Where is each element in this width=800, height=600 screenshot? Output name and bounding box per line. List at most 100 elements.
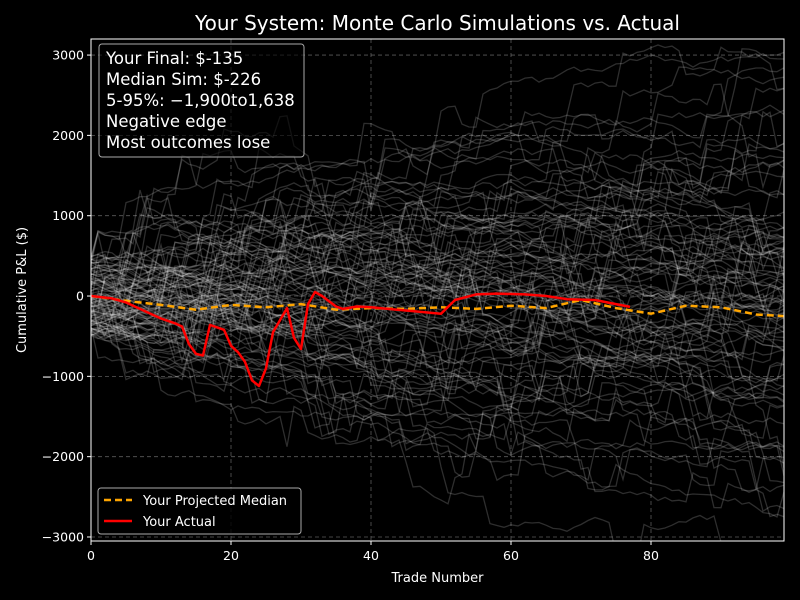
simulation-line [91,246,784,339]
simulation-line [91,256,784,469]
legend-label-median: Your Projected Median [142,494,287,509]
legend-label-actual: Your Actual [142,515,216,530]
simulation-line [91,189,784,362]
simulation-line [91,279,784,361]
simulation-line [91,258,784,487]
simulation-line [91,269,784,382]
x-tick-label: 0 [87,548,95,563]
simulation-line [91,257,784,461]
legend: Your Projected Median Your Actual [97,487,302,535]
simulation-line [91,212,784,344]
simulation-line [91,232,784,484]
simulation-line [91,87,784,292]
simulation-line [91,269,784,364]
simulation-line [91,236,784,408]
simulation-line [91,170,784,326]
simulation-line [91,292,784,374]
simulation-line [91,285,784,518]
simulation-line [91,333,784,453]
simulation-line [91,245,784,335]
simulation-line [91,206,784,332]
simulation-line [91,198,784,303]
info-line-final: Your Final: $-135 [105,49,243,68]
simulation-line [91,135,784,332]
simulation-line [91,216,784,340]
simulation-line [91,328,784,513]
actual-line [91,290,631,388]
y-tick-label: −3000 [42,529,84,544]
simulation-line [91,212,784,287]
simulation-line [91,287,784,518]
y-tick-label: 1000 [52,208,84,223]
simulation-line [91,229,784,333]
info-line-outcome: Most outcomes lose [106,133,270,152]
x-tick-label: 40 [363,548,379,563]
chart-title: Your System: Monte Carlo Simulations vs.… [194,11,680,35]
y-tick-label: −1000 [42,369,84,384]
simulation-line [91,190,784,289]
simulation-line [91,52,784,307]
simulation-line [91,240,784,342]
simulation-line [91,83,784,290]
y-tick-label: 0 [76,289,84,304]
series-lines [91,290,784,388]
simulation-line [91,246,784,381]
simulation-line [91,286,784,404]
simulation-line [91,206,784,341]
y-tick-label: 3000 [52,48,84,63]
simulation-line [91,294,784,403]
simulation-line [91,211,784,315]
simulation-line [91,132,784,304]
simulation-line [91,197,784,308]
simulation-line [91,230,784,478]
simulation-line [91,288,784,361]
simulation-line [91,282,784,402]
simulation-line [91,190,784,317]
simulation-line [91,276,784,384]
simulation-line [91,74,784,267]
simulation-line [91,325,784,505]
x-tick-label: 80 [643,548,659,563]
simulation-line [91,269,784,381]
simulation-line [91,229,784,291]
y-tick-label: −2000 [42,449,84,464]
info-line-range: 5-95%: −1,900to1,638 [106,91,295,110]
x-axis: 0 20 40 60 80 [87,541,659,563]
x-tick-label: 20 [223,548,239,563]
simulation-line [91,115,784,274]
simulation-line [91,274,784,397]
simulation-line [91,286,784,402]
simulation-line [91,293,784,438]
simulation-line [91,308,784,492]
simulation-line [91,159,784,264]
info-box: Your Final: $-135 Median Sim: $-226 5-95… [98,43,305,158]
simulation-line [91,177,784,336]
simulation-line [91,48,784,262]
simulation-line [91,193,784,383]
legend-frame [97,487,302,535]
info-line-edge: Negative edge [106,112,227,131]
simulation-line [91,46,784,258]
simulation-line [91,326,784,443]
simulation-line [91,278,784,404]
simulation-line [91,159,784,319]
simulation-line [91,234,784,347]
x-tick-label: 60 [503,548,519,563]
simulation-line [91,232,784,383]
simulation-line [91,283,784,436]
y-tick-label: 2000 [52,128,84,143]
simulation-line [91,185,784,296]
median-line [91,294,784,318]
simulation-line [91,252,784,352]
simulation-line [91,228,784,370]
simulation-line [91,237,784,369]
x-axis-label: Trade Number [391,571,485,586]
simulation-line [91,110,784,310]
simulation-lines [91,44,784,541]
simulation-line [91,322,784,493]
simulation-line [91,312,722,541]
plot-frame [90,38,785,542]
grid [90,39,784,541]
simulation-line [91,179,784,282]
